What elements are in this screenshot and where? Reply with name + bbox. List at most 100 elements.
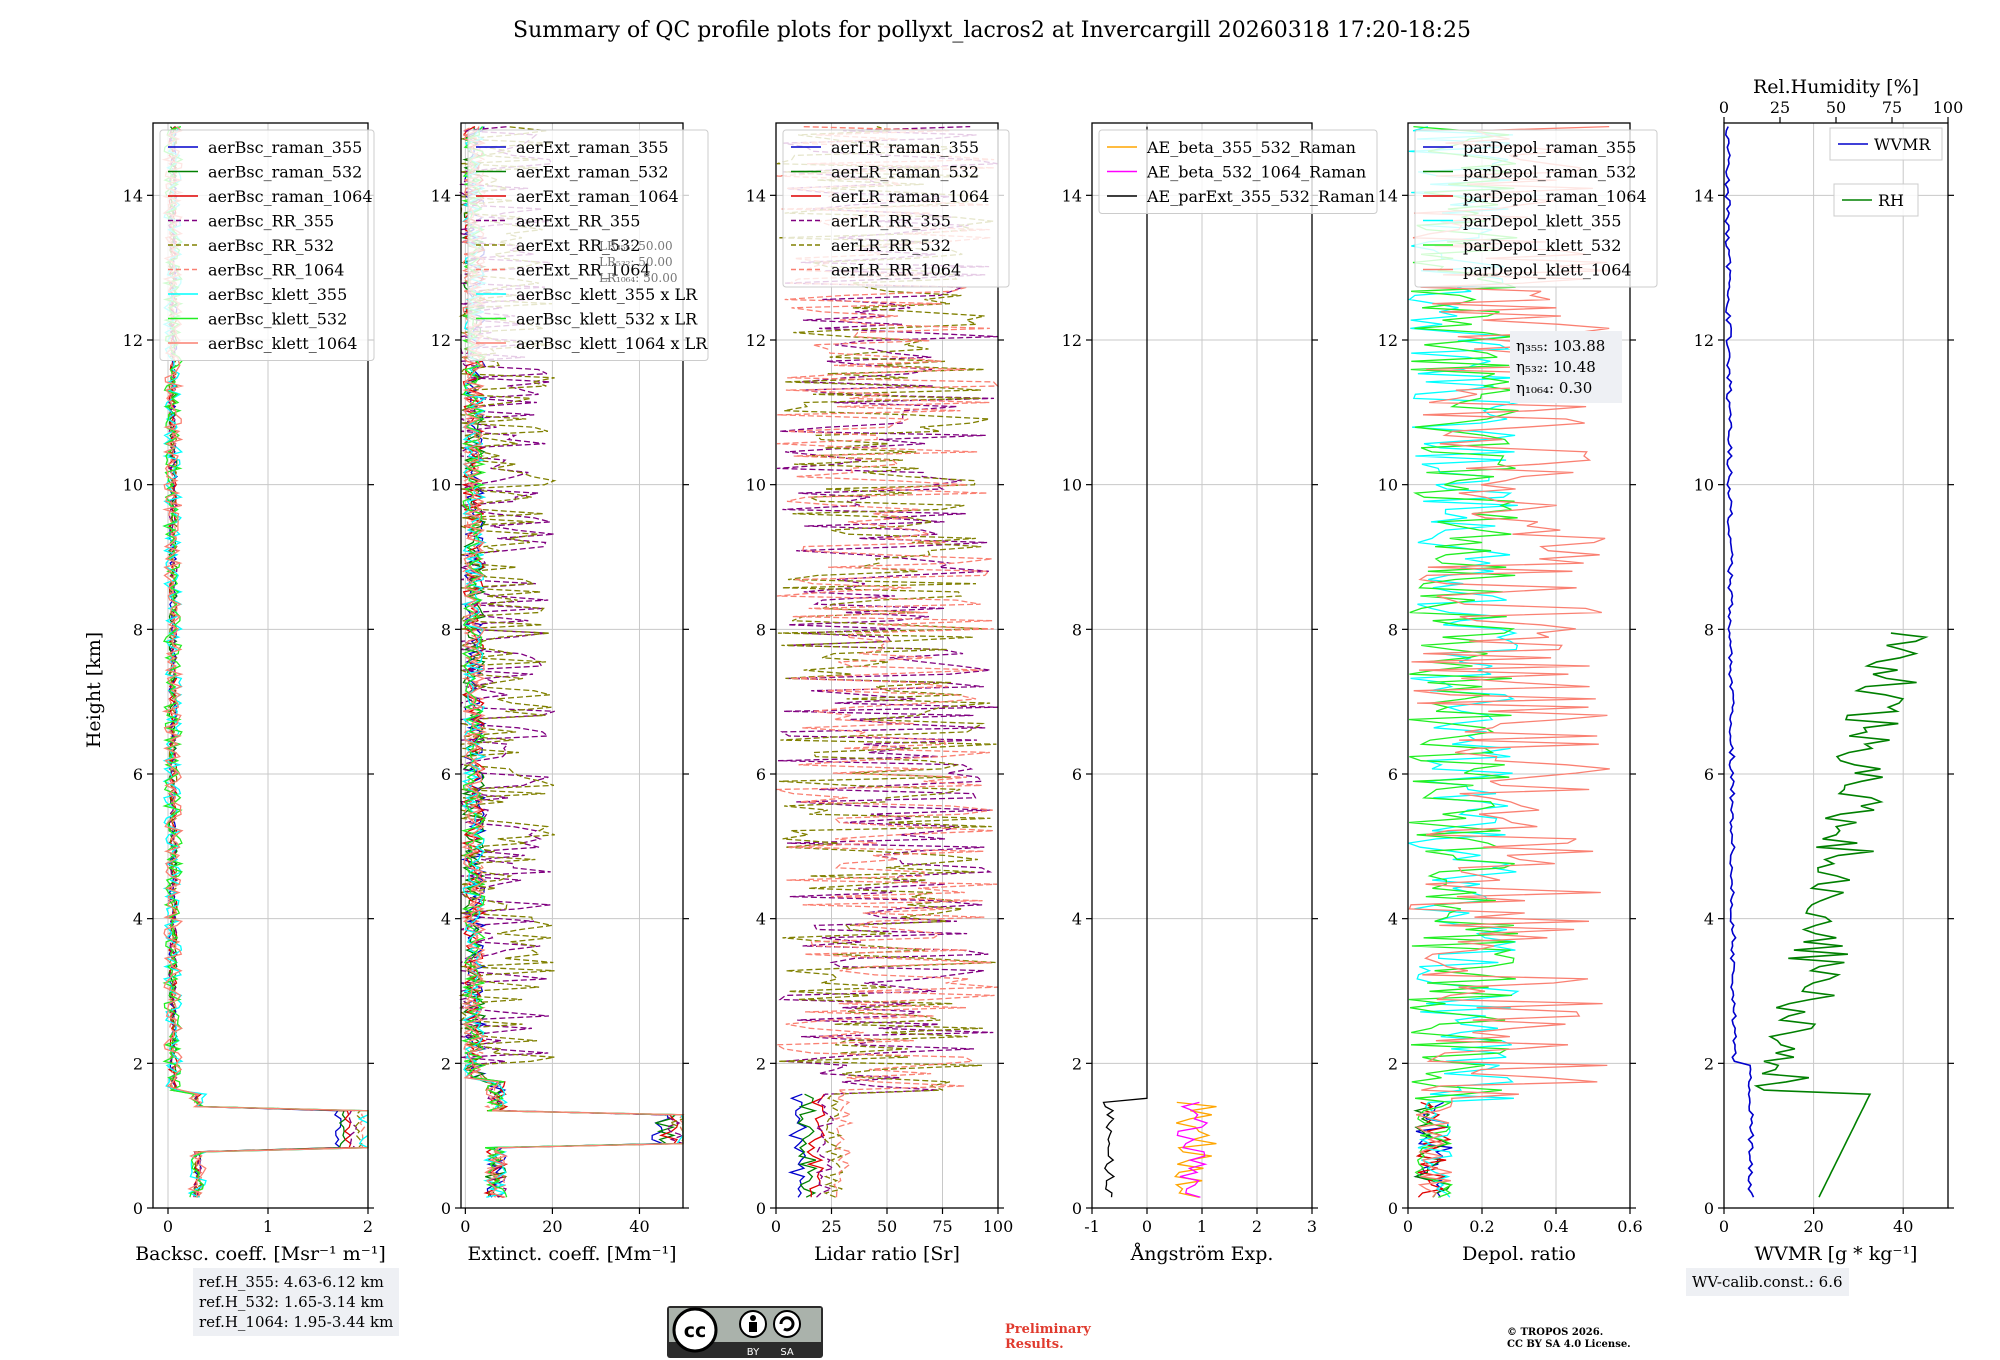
- legend-label-aerBsc_klett_355: aerBsc_klett_355: [208, 285, 347, 304]
- extinction-axes-frame: [460, 122, 684, 1209]
- legend-label-aerBsc_raman_355: aerBsc_raman_355: [208, 138, 362, 157]
- eta-value: η₁₀₆₄: 0.30: [1516, 379, 1592, 397]
- x-tick-label: 0: [1142, 1217, 1152, 1236]
- y-tick-label: 8: [1388, 620, 1398, 639]
- x-tick-label: 0: [771, 1217, 781, 1236]
- lidar_ratio-legend: aerLR_raman_355 aerLR_raman_532 aerLR_rama…: [782, 129, 1010, 288]
- depol-x-axis-label: Depol. ratio: [1462, 1243, 1576, 1265]
- y-tick-label: 0: [133, 1199, 143, 1218]
- legend-label-aerBsc_klett_532: aerBsc_klett_532: [208, 310, 347, 329]
- legend-label-parDepol_klett_355: parDepol_klett_355: [1463, 212, 1621, 231]
- legend-label-aerBsc_RR_532: aerBsc_RR_532: [208, 236, 334, 255]
- cc-by-label: BY: [747, 1347, 760, 1358]
- y-tick-label: 12: [746, 331, 766, 350]
- legend-frame: [467, 129, 709, 361]
- legend-frame: [1414, 129, 1658, 288]
- y-tick-label: 6: [1072, 765, 1082, 784]
- y-tick-label: 6: [1388, 765, 1398, 784]
- legend-label-aerLR_RR_355: aerLR_RR_355: [831, 212, 951, 231]
- ref-height-1064: ref.H_1064: 1.95-3.44 km: [199, 1313, 394, 1331]
- y-tick-label: 2: [756, 1054, 766, 1073]
- legend-label-rh: RH: [1878, 191, 1904, 210]
- x-tick-label: 20: [1803, 1217, 1823, 1236]
- legend-label-aerBsc_klett_1064: aerBsc_klett_1064: [208, 334, 357, 353]
- x-tick-label: 25: [821, 1217, 841, 1236]
- y-tick-label: 4: [1704, 910, 1714, 929]
- x-tick-label: 75: [932, 1217, 952, 1236]
- series-WVMR: [1724, 126, 1755, 1198]
- wvmr_rh-axes-frame: [1723, 122, 1949, 1209]
- legend-label-aerBsc_klett_355 x LR: aerBsc_klett_355 x LR: [516, 285, 698, 304]
- legend-label-aerBsc_RR_1064: aerBsc_RR_1064: [208, 261, 344, 280]
- preliminary-results-note: Preliminary Results.: [1005, 1322, 1091, 1352]
- legend-label-parDepol_klett_532: parDepol_klett_532: [1463, 236, 1621, 255]
- legend-label-AE_parExt_355_532_Raman: AE_parExt_355_532_Raman: [1146, 187, 1375, 206]
- figure-title: Summary of QC profile plots for pollyxt_…: [513, 18, 1471, 43]
- x-tick-label: -1: [1084, 1217, 1100, 1236]
- x-tick-label: 2: [1252, 1217, 1262, 1236]
- legend-label-aerLR_RR_532: aerLR_RR_532: [831, 236, 951, 255]
- legend-label-parDepol_klett_1064: parDepol_klett_1064: [1463, 261, 1632, 280]
- legend-frame: [159, 129, 375, 361]
- angstrom-x-axis-label: Ångström Exp.: [1130, 1243, 1274, 1265]
- ref-height-532: ref.H_532: 1.65-3.14 km: [199, 1293, 384, 1311]
- y-tick-label: 2: [441, 1054, 451, 1073]
- panel-extinction: 0 2 4 6 8 10 12 14 0 20 40 Extinct. coeff. [Mm⁻¹] ae…: [431, 122, 709, 1265]
- top-x-tick-label: 25: [1770, 98, 1790, 117]
- y-tick-label: 14: [123, 186, 143, 205]
- rh-legend: RH: [1833, 183, 1919, 217]
- series-aerLR_RR_355: [776, 125, 998, 1198]
- y-tick-label: 0: [441, 1199, 451, 1218]
- y-tick-label: 2: [133, 1054, 143, 1073]
- legend-label-aerExt_raman_532: aerExt_raman_532: [516, 163, 669, 182]
- legend-label-aerExt_RR_532: aerExt_RR_532: [516, 236, 640, 255]
- x-tick-label: 1: [263, 1217, 273, 1236]
- y-tick-label: 2: [1388, 1054, 1398, 1073]
- x-tick-label: 20: [542, 1217, 562, 1236]
- eta-box: η₃₅₅: 103.88 η₅₃₂: 10.48 η₁₀₆₄: 0.30: [1510, 331, 1622, 403]
- y-tick-label: 0: [1388, 1199, 1398, 1218]
- lidar-ratio-note: LR₅₃₂: 50.00: [599, 255, 673, 269]
- y-tick-label: 10: [1062, 476, 1082, 495]
- eta-value: η₅₃₂: 10.48: [1516, 358, 1596, 376]
- legend-label-AE_beta_532_1064_Raman: AE_beta_532_1064_Raman: [1146, 163, 1366, 182]
- y-tick-label: 6: [133, 765, 143, 784]
- legend-label-aerExt_RR_355: aerExt_RR_355: [516, 212, 640, 231]
- wv-calibration-box: WV-calib.const.: 6.6: [1686, 1268, 1849, 1296]
- y-tick-label: 8: [133, 620, 143, 639]
- y-tick-label: 8: [756, 620, 766, 639]
- legend-label-aerLR_raman_355: aerLR_raman_355: [831, 138, 979, 157]
- y-tick-label: 0: [1072, 1199, 1082, 1218]
- panel-wvmr_rh: 0 2 4 6 8 10 12 14 0 20 40 WVMR [g * kg⁻¹] 0 25 50 75 10…: [1694, 76, 1964, 1265]
- cc-icon: [672, 1307, 718, 1353]
- y-tick-label: 8: [1072, 620, 1082, 639]
- rh-top-axis-label: Rel.Humidity [%]: [1753, 76, 1919, 98]
- legend-label-aerBsc_klett_1064 x LR: aerBsc_klett_1064 x LR: [516, 334, 708, 353]
- preliminary-line-1: Preliminary: [1005, 1322, 1091, 1337]
- legend-label-aerExt_raman_1064: aerExt_raman_1064: [516, 187, 679, 206]
- y-tick-label: 8: [441, 620, 451, 639]
- copyright-note: © TROPOS 2026. CC BY SA 4.0 License.: [1507, 1327, 1631, 1351]
- wvmr_rh-x-axis-label: WVMR [g * kg⁻¹]: [1755, 1243, 1918, 1265]
- series-aerLR_RR_532: [776, 125, 997, 1198]
- y-tick-label: 10: [123, 476, 143, 495]
- y-tick-label: 6: [1704, 765, 1714, 784]
- backscatter-x-axis-label: Backsc. coeff. [Msr⁻¹ m⁻¹]: [135, 1243, 386, 1265]
- wvmr-legend: WVMR: [1829, 127, 1943, 161]
- legend-label-aerLR_raman_532: aerLR_raman_532: [831, 163, 979, 182]
- y-tick-label: 4: [441, 910, 451, 929]
- x-tick-label: 0.6: [1617, 1217, 1642, 1236]
- y-tick-label: 4: [133, 910, 143, 929]
- copyright-line-2: CC BY SA 4.0 License.: [1507, 1339, 1631, 1350]
- legend-frame: [1098, 129, 1378, 214]
- y-tick-label: 2: [1704, 1054, 1714, 1073]
- extinction-legend: aerExt_raman_355 aerExt_raman_532 aerExt_r…: [467, 129, 709, 361]
- extinction-x-axis-label: Extinct. coeff. [Mm⁻¹]: [467, 1243, 676, 1265]
- x-tick-label: 40: [629, 1217, 649, 1236]
- legend-label-aerLR_RR_1064: aerLR_RR_1064: [831, 261, 961, 280]
- legend-label-aerBsc_klett_532 x LR: aerBsc_klett_532 x LR: [516, 310, 698, 329]
- lidar-ratio-note: LR₃₅₅: 50.00: [599, 239, 673, 253]
- x-tick-label: 50: [877, 1217, 897, 1236]
